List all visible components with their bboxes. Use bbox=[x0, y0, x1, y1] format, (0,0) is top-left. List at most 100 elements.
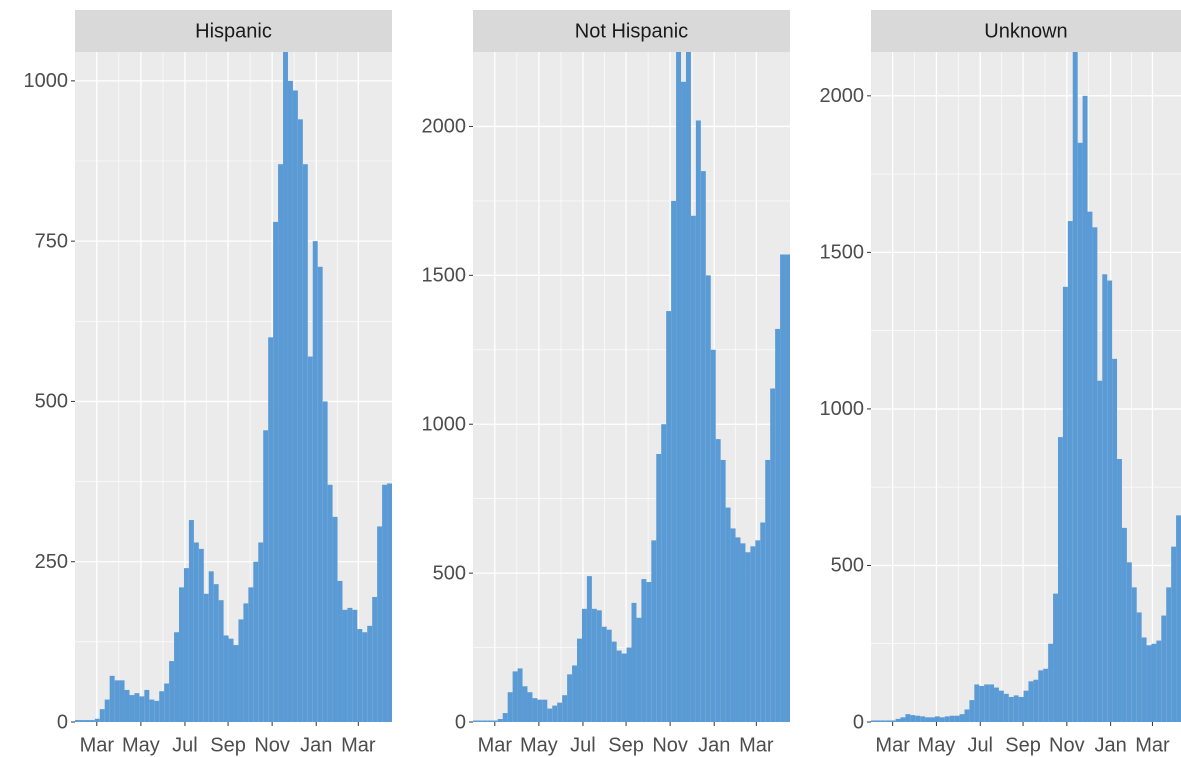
bar bbox=[557, 702, 563, 722]
bar bbox=[646, 582, 652, 722]
strip bbox=[75, 10, 392, 52]
x-tick-label: Nov bbox=[254, 734, 290, 756]
bar bbox=[119, 680, 125, 722]
x-tick-label: May bbox=[122, 734, 160, 756]
x-tick-label: Sep bbox=[608, 734, 644, 756]
bar bbox=[1033, 679, 1039, 722]
bar bbox=[900, 717, 906, 722]
bar bbox=[1112, 358, 1118, 722]
bar bbox=[661, 424, 667, 722]
bar bbox=[129, 695, 135, 722]
bar bbox=[307, 356, 313, 722]
bar bbox=[477, 720, 483, 722]
bar bbox=[656, 454, 662, 722]
bar bbox=[611, 641, 617, 722]
bar bbox=[522, 686, 528, 722]
bar bbox=[710, 349, 716, 722]
bar bbox=[740, 543, 746, 722]
bar bbox=[601, 626, 607, 722]
bar bbox=[934, 716, 940, 722]
bar bbox=[1171, 546, 1177, 722]
bar bbox=[134, 693, 140, 722]
x-tick-label: Mar bbox=[478, 734, 513, 756]
bar bbox=[188, 520, 194, 722]
bar bbox=[930, 717, 935, 722]
bar bbox=[243, 603, 249, 722]
x-tick-label: May bbox=[520, 734, 558, 756]
bar bbox=[367, 625, 373, 722]
bar bbox=[910, 715, 916, 722]
bar bbox=[502, 713, 508, 722]
strip bbox=[473, 10, 790, 52]
bar bbox=[959, 714, 965, 722]
bar bbox=[109, 675, 115, 722]
bar bbox=[473, 720, 478, 722]
bar bbox=[357, 629, 363, 722]
bar bbox=[99, 709, 105, 722]
bar bbox=[925, 717, 931, 722]
strip-title: Hispanic bbox=[195, 20, 272, 42]
bar bbox=[154, 700, 160, 722]
bar bbox=[1151, 643, 1157, 722]
bar bbox=[964, 709, 970, 722]
x-tick-label: Jan bbox=[300, 734, 332, 756]
bar bbox=[1057, 437, 1063, 722]
panel: Hispanic 0 250 500 750 1000 Mar May Jul Sep Nov Jan… bbox=[24, 10, 392, 756]
bar bbox=[755, 540, 761, 722]
y-tick-label: 500 bbox=[35, 391, 68, 413]
bar bbox=[1082, 95, 1088, 722]
bar bbox=[1107, 280, 1113, 722]
bar bbox=[337, 580, 343, 722]
x-tick-label: Jul bbox=[172, 734, 198, 756]
bar bbox=[84, 720, 90, 722]
bar bbox=[636, 617, 642, 722]
bar bbox=[1028, 681, 1034, 722]
bar bbox=[681, 81, 686, 723]
bar bbox=[179, 587, 184, 722]
y-tick-label: 2000 bbox=[422, 116, 467, 138]
bar bbox=[750, 546, 756, 722]
bar bbox=[482, 720, 488, 722]
bar bbox=[139, 696, 145, 722]
bar bbox=[715, 439, 721, 722]
panel: Not Hispanic 0 500 1000 1500 2000 Mar May Jul Sep… bbox=[422, 10, 790, 756]
bar bbox=[382, 484, 388, 722]
bar bbox=[577, 638, 582, 722]
bar bbox=[492, 720, 498, 722]
bar bbox=[1067, 221, 1073, 722]
bar bbox=[1013, 695, 1019, 722]
bar bbox=[1072, 52, 1078, 722]
bar bbox=[760, 522, 766, 722]
x-tick-label: Sep bbox=[210, 734, 246, 756]
bar bbox=[631, 602, 637, 722]
bar bbox=[542, 699, 548, 722]
bar bbox=[552, 705, 558, 722]
strip-title: Not Hispanic bbox=[575, 20, 688, 42]
bar bbox=[1121, 527, 1127, 722]
bar bbox=[183, 568, 189, 722]
bar bbox=[1126, 562, 1132, 722]
bar bbox=[641, 579, 647, 722]
bar bbox=[1048, 643, 1054, 722]
bar bbox=[517, 668, 523, 722]
bar bbox=[149, 699, 155, 722]
bar bbox=[586, 576, 592, 722]
bar bbox=[915, 715, 921, 722]
bar bbox=[890, 720, 896, 722]
panel: Unknown 0 500 1000 1500 2000 Mar May Jul Sep Nov Ja… bbox=[820, 10, 1181, 756]
bar bbox=[939, 717, 945, 722]
bar bbox=[1166, 587, 1172, 722]
y-tick-label: 1000 bbox=[820, 398, 865, 420]
x-tick-label: Nov bbox=[652, 734, 688, 756]
bar bbox=[89, 720, 95, 722]
bar bbox=[347, 607, 353, 722]
x-tick-label: Mar bbox=[875, 734, 910, 756]
bar bbox=[974, 684, 980, 722]
bar bbox=[735, 537, 741, 722]
y-tick-label: 2000 bbox=[820, 85, 865, 107]
x-tick-label: Sep bbox=[1005, 734, 1041, 756]
bar bbox=[532, 698, 538, 722]
y-tick-label: 1000 bbox=[422, 414, 467, 436]
bar bbox=[1161, 615, 1167, 722]
bar bbox=[283, 52, 288, 722]
